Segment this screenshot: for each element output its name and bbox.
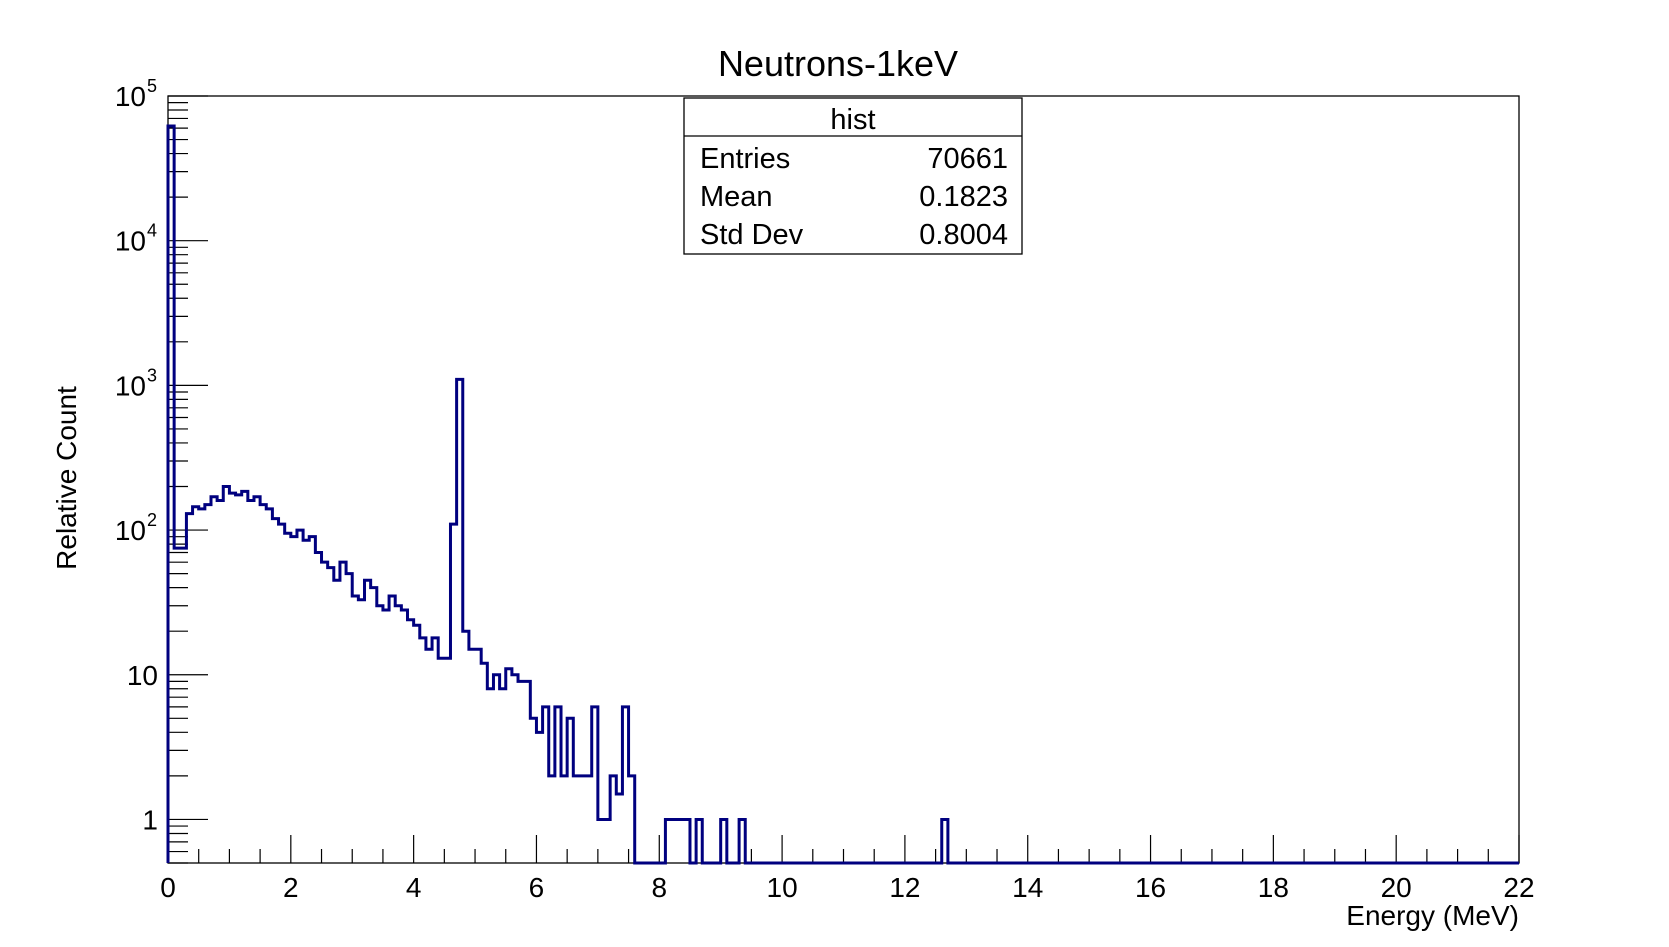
stats-stddev-label: Std Dev [700,219,804,251]
chart-title: Neutrons-1keV [718,43,958,84]
y-tick-label: 1 [142,804,158,835]
y-tick-exponent: 3 [147,365,157,385]
x-tick-label: 6 [529,872,545,903]
stats-entries-value: 70661 [927,143,1008,175]
x-tick-label: 14 [1012,872,1043,903]
y-tick-label: 10 [115,515,146,546]
stats-mean-value: 0.1823 [919,181,1008,213]
y-axis-label: Relative Count [51,386,82,570]
stats-box-frame [683,97,1023,255]
y-tick-label: 10 [127,660,158,691]
y-tick-exponent: 5 [147,76,157,96]
stats-entries-label: Entries [700,143,790,175]
y-tick-label: 10 [115,226,146,257]
x-tick-label: 20 [1381,872,1412,903]
x-tick-label: 0 [160,872,176,903]
x-tick-label: 18 [1258,872,1289,903]
y-tick-label: 10 [115,370,146,401]
x-tick-label: 2 [283,872,299,903]
y-tick-label: 10 [115,81,146,112]
x-axis-label: Energy (MeV) [1346,900,1519,931]
histogram-series-line [166,124,1519,865]
stats-title: hist [830,104,875,136]
x-tick-label: 12 [889,872,920,903]
stats-box: hist Entries 70661 Mean 0.1823 Std Dev 0… [683,97,1023,255]
x-tick-label: 10 [767,872,798,903]
x-tick-label: 4 [406,872,422,903]
x-tick-label: 16 [1135,872,1166,903]
stats-stddev-value: 0.8004 [919,219,1008,251]
x-tick-label: 22 [1503,872,1534,903]
stats-mean-label: Mean [700,181,773,213]
y-tick-exponent: 2 [147,510,157,530]
x-tick-label: 8 [651,872,667,903]
y-tick-exponent: 4 [147,221,157,241]
